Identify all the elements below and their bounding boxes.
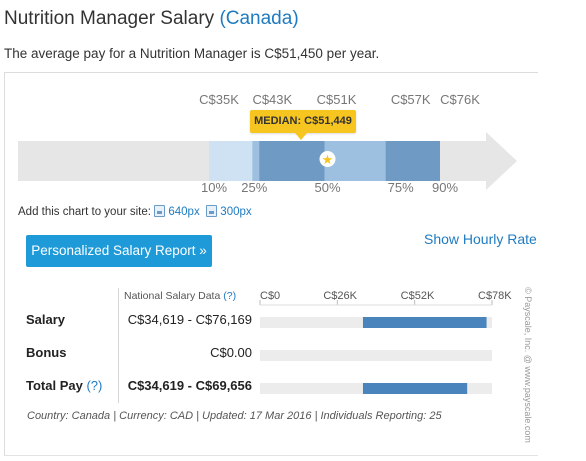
embed-label: Add this chart to your site:: [18, 206, 151, 218]
title-main: Nutrition Manager Salary: [4, 8, 215, 29]
band-10-25: [209, 141, 253, 181]
salary-range-value: C$34,619 - C$76,169: [127, 312, 252, 327]
percentile-label: 90%: [432, 180, 458, 195]
axis-tick-label: C$78K: [478, 290, 512, 302]
row-label-total-pay: Total Pay (?): [26, 378, 102, 393]
percentile-value-label: C$57K: [391, 92, 431, 107]
percentile-label: 25%: [241, 180, 267, 195]
total-pay-label: Total Pay: [26, 378, 83, 393]
embed-300-link[interactable]: 300px: [220, 206, 252, 218]
band-75-90: [385, 141, 440, 181]
salary-card: [4, 72, 538, 456]
median-marker: [319, 151, 336, 167]
footer-info: Country: Canada | Currency: CAD | Update…: [27, 410, 442, 422]
show-hourly-rate-link[interactable]: Show Hourly Rate: [424, 231, 537, 247]
median-badge: MEDIAN: C$51,449: [250, 110, 356, 140]
percentile-value-label: C$43K: [252, 92, 292, 107]
personalized-report-button[interactable]: Personalized Salary Report »: [26, 235, 212, 267]
axis-tick-label: C$0: [260, 290, 280, 302]
percentile-value-label: C$76K: [440, 92, 480, 107]
percentile-label: 10%: [201, 180, 227, 195]
band-25-50: [259, 141, 325, 181]
embed-640-link[interactable]: 640px: [168, 206, 200, 218]
total-pay-help-link[interactable]: (?): [86, 378, 103, 393]
national-salary-header: National Salary Data (?): [124, 290, 236, 302]
range-bar: [362, 383, 468, 394]
percentile-label: 75%: [388, 180, 414, 195]
bonus-value: C$0.00: [210, 345, 252, 360]
star-icon: ★: [322, 153, 334, 168]
range-track: [260, 350, 492, 361]
axis-tick-label: C$52K: [401, 290, 435, 302]
embed-chart-row: Add this chart to your site: 640px 300px: [18, 205, 252, 218]
title-country: (Canada): [219, 8, 299, 29]
percentile-label: 50%: [314, 180, 340, 195]
axis-tick-label: C$26K: [323, 290, 357, 302]
average-pay-summary: The average pay for a Nutrition Manager …: [4, 46, 380, 61]
row-label-salary: Salary: [26, 312, 66, 327]
image-icon: [206, 205, 218, 217]
copyright-text: © Payscale, Inc. @ www.payscale.com: [523, 287, 533, 443]
image-icon: [154, 205, 166, 217]
range-bar: [362, 317, 487, 328]
table-divider: [118, 288, 119, 403]
help-link[interactable]: (?): [223, 290, 237, 302]
national-salary-header-text: National Salary Data: [124, 290, 221, 302]
page-title: Nutrition Manager Salary (Canada): [4, 8, 299, 30]
percentile-value-label: C$51K: [317, 92, 357, 107]
total-pay-range-value: C$34,619 - C$69,656: [127, 378, 252, 393]
row-label-bonus: Bonus: [26, 345, 67, 360]
percentile-value-label: C$35K: [199, 92, 239, 107]
